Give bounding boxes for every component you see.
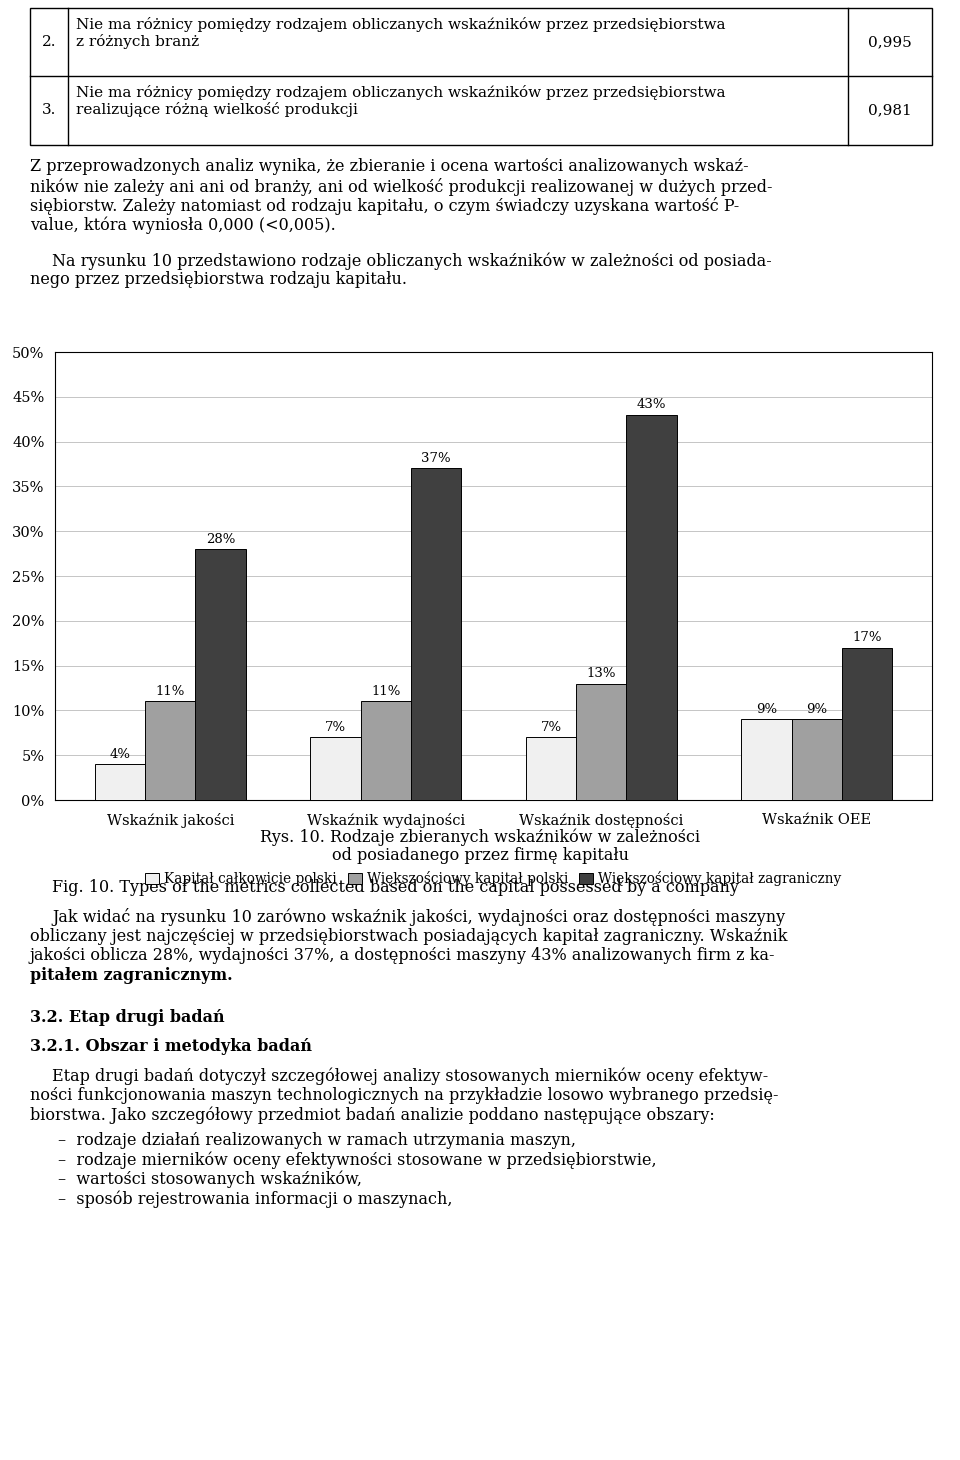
Text: biorstwa. Jako szczegółowy przedmiot badań analizie poddano następujące obszary:: biorstwa. Jako szczegółowy przedmiot bad… [30,1107,715,1124]
Bar [411,469,461,800]
Text: 28%: 28% [205,533,235,546]
Text: obliczany jest najczęściej w przedsiębiorstwach posiadających kapitał zagraniczn: obliczany jest najczęściej w przedsiębio… [30,929,787,945]
Text: 17%: 17% [852,631,881,644]
Text: 7%: 7% [324,721,346,734]
Text: jakości oblicza 28%, wydajności 37%, a dostępności maszyny 43% analizowanych fir: jakości oblicza 28%, wydajności 37%, a d… [30,948,776,965]
Text: siębiorstw. Zależy natomiast od rodzaju kapitału, o czym świadczy uzyskana warto: siębiorstw. Zależy natomiast od rodzaju … [30,197,739,215]
Text: Rys. 10. Rodzaje zbieranych wskaźników w zależności: Rys. 10. Rodzaje zbieranych wskaźników w… [260,828,700,845]
Text: –  rodzaje działań realizowanych w ramach utrzymania maszyn,: – rodzaje działań realizowanych w ramach… [58,1132,576,1149]
Bar [626,415,677,800]
Text: Jak widać na rysunku 10 zarówno wskaźnik jakości, wydajności oraz dostępności ma: Jak widać na rysunku 10 zarówno wskaźnik… [52,908,785,927]
Text: Nie ma różnicy pomiędzy rodzajem obliczanych wskaźników przez przedsiębiorstwa
r: Nie ma różnicy pomiędzy rodzajem oblicza… [76,85,726,117]
Text: od posiadanego przez firmę kapitału: od posiadanego przez firmę kapitału [331,847,629,864]
Text: 7%: 7% [540,721,562,734]
Text: 9%: 9% [756,702,777,715]
Text: 43%: 43% [636,399,666,412]
Bar [30,7,932,145]
Bar [792,720,842,800]
Text: nego przez przedsiębiorstwa rodzaju kapitału.: nego przez przedsiębiorstwa rodzaju kapi… [30,272,407,289]
Text: 37%: 37% [421,453,451,464]
Text: Nie ma różnicy pomiędzy rodzajem obliczanych wskaźników przez przedsiębiorstwa
z: Nie ma różnicy pomiędzy rodzajem oblicza… [76,18,726,50]
Text: 9%: 9% [806,702,828,715]
Text: Z przeprowadzonych analiz wynika, że zbieranie i ocena wartości analizowanych ws: Z przeprowadzonych analiz wynika, że zbi… [30,158,749,175]
Text: –  rodzaje mierników oceny efektywności stosowane w przedsiębiorstwie,: – rodzaje mierników oceny efektywności s… [58,1152,657,1169]
Text: value, która wyniosła 0,000 (<0,005).: value, która wyniosła 0,000 (<0,005). [30,216,336,234]
Text: 2.: 2. [41,35,57,50]
Text: Etap drugi badań dotyczył szczegółowej analizy stosowanych mierników oceny efekt: Etap drugi badań dotyczył szczegółowej a… [52,1067,768,1085]
Text: 11%: 11% [372,685,400,698]
Bar [95,764,145,800]
Text: Fig. 10. Types of the metrics collected based on the capital possessed by a comp: Fig. 10. Types of the metrics collected … [52,879,739,896]
Bar [741,720,792,800]
Text: Na rysunku 10 przedstawiono rodzaje obliczanych wskaźników w zależności od posia: Na rysunku 10 przedstawiono rodzaje obli… [52,253,772,270]
Bar [361,701,411,800]
Text: 4%: 4% [109,748,131,761]
Text: –  sposób rejestrowania informacji o maszynach,: – sposób rejestrowania informacji o masz… [58,1190,452,1207]
Text: 3.2. Etap drugi badań: 3.2. Etap drugi badań [30,1009,225,1025]
Bar [526,737,576,800]
Text: 11%: 11% [156,685,185,698]
Text: –  wartości stosowanych wskaźników,: – wartości stosowanych wskaźników, [58,1171,362,1188]
Text: 3.: 3. [42,104,57,117]
Text: 3.2.1. Obszar i metodyka badań: 3.2.1. Obszar i metodyka badań [30,1038,312,1056]
Text: 0,995: 0,995 [868,35,912,50]
Bar [576,683,626,800]
Bar [842,648,892,800]
Text: 0,981: 0,981 [868,104,912,117]
Text: 13%: 13% [587,667,616,680]
Text: ności funkcjonowania maszyn technologicznych na przykładzie losowo wybranego prz: ności funkcjonowania maszyn technologicz… [30,1088,779,1104]
Legend: Kapitał całkowicie polski, Większościowy kapitał polski, Większościowy kapitał z: Kapitał całkowicie polski, Większościowy… [140,866,847,892]
Bar [145,701,196,800]
Bar [196,549,246,800]
Text: ników nie zależy ani ani od branży, ani od wielkość produkcji realizowanej w duż: ników nie zależy ani ani od branży, ani … [30,178,773,196]
Text: pitałem zagranicznym.: pitałem zagranicznym. [30,967,232,984]
Bar [310,737,361,800]
